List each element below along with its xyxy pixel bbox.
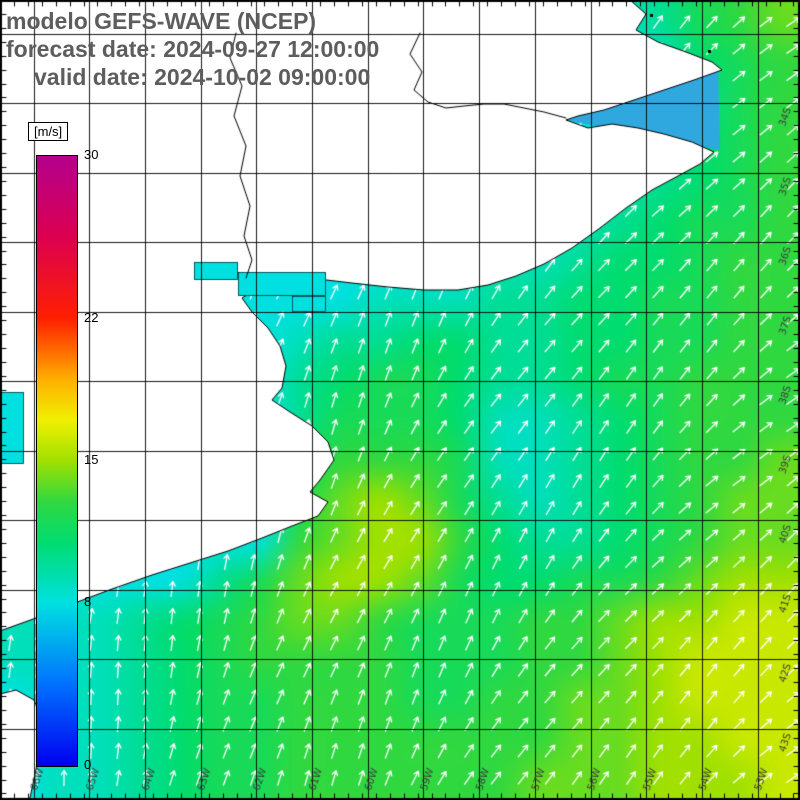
colorbar-tick-0: 0: [84, 757, 92, 772]
colorbar-tick-15: 15: [84, 452, 99, 467]
colorbar-tick-8: 8: [84, 594, 92, 610]
colorbar-tick-30: 30: [84, 147, 99, 162]
colorbar-tick-22: 22: [84, 309, 99, 325]
colorbar-unit-label: [m/s]: [28, 122, 69, 141]
color-scale-bar: [36, 155, 78, 767]
model-title: modelo GEFS-WAVE (NCEP): [6, 8, 317, 34]
valid-date-label: valid date: 2024-10-02 09:00:00: [34, 64, 371, 90]
forecast-date-label: forecast date: 2024-09-27 12:00:00: [6, 36, 380, 62]
